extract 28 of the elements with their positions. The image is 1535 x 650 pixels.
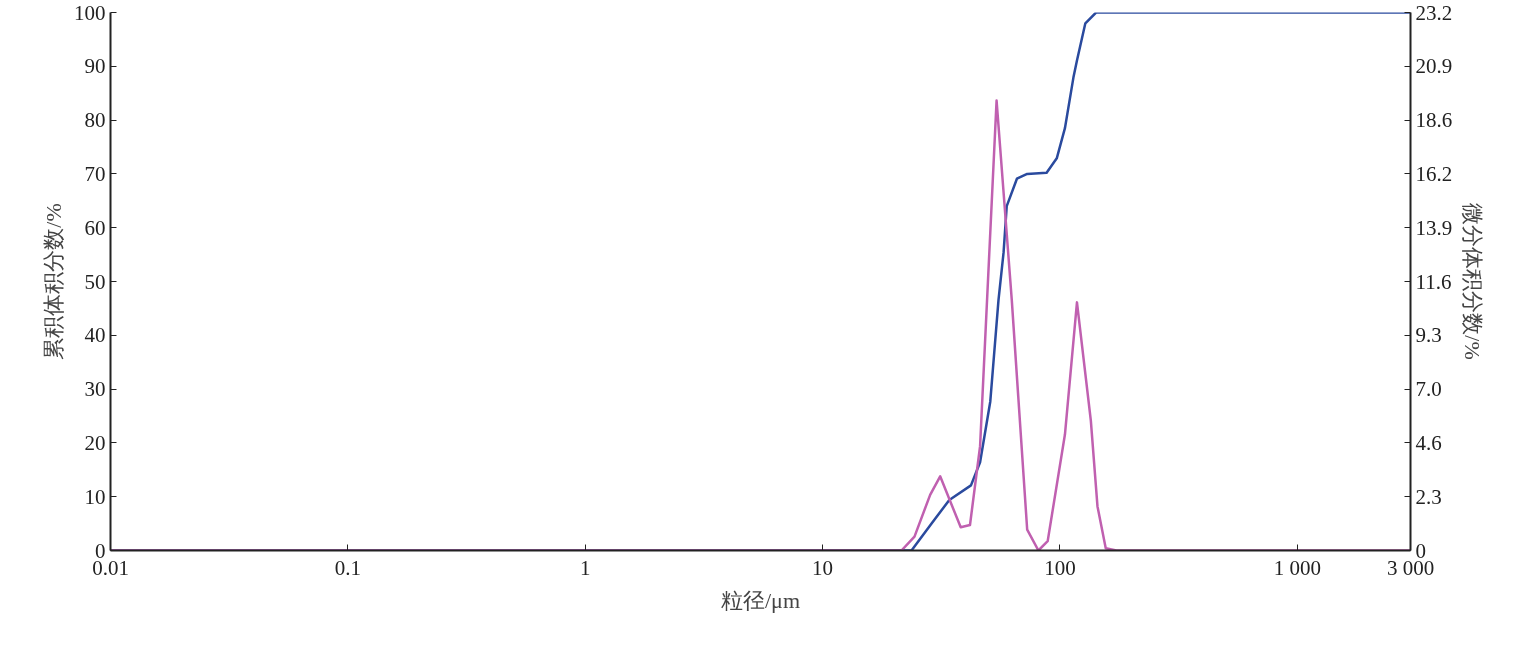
y2-tick-label: 20.9 — [1415, 54, 1453, 79]
x-tick-label: 1 000 — [1273, 555, 1321, 580]
y-tick-label: 80 — [84, 108, 106, 133]
x-axis-title: 粒径/μm — [720, 587, 801, 613]
y2-tick-label: 2.3 — [1415, 484, 1442, 509]
y2-tick-label: 9.3 — [1415, 323, 1442, 348]
y2-tick-label: 7.0 — [1415, 377, 1442, 402]
y2-tick-label: 16.2 — [1415, 161, 1453, 186]
y2-tick-label: 11.6 — [1415, 269, 1452, 294]
y2-axis-title: 微分体积分数/% — [1460, 203, 1486, 360]
y-axis-title: 累积体积分数/% — [41, 203, 66, 360]
y-tick-label: 20 — [84, 430, 106, 455]
x-tick-label: 0.1 — [334, 555, 361, 580]
y-tick-label: 50 — [84, 269, 106, 294]
y-tick-label: 70 — [84, 161, 106, 186]
x-tick-label: 100 — [1044, 555, 1076, 580]
y-tick-label: 90 — [84, 54, 106, 79]
y2-tick-label: 23.2 — [1415, 0, 1453, 25]
y2-tick-label: 4.6 — [1415, 430, 1442, 455]
y-tick-label: 100 — [74, 0, 106, 25]
y2-tick-label: 18.6 — [1415, 108, 1453, 133]
x-tick-label: 10 — [812, 555, 834, 580]
x-tick-label: 1 — [579, 555, 591, 580]
y-tick-label: 30 — [84, 377, 106, 402]
y-tick-label: 40 — [84, 323, 106, 348]
y-tick-label: 10 — [84, 484, 106, 509]
y-tick-label: 60 — [84, 215, 106, 240]
y2-tick-label: 13.9 — [1415, 215, 1453, 240]
